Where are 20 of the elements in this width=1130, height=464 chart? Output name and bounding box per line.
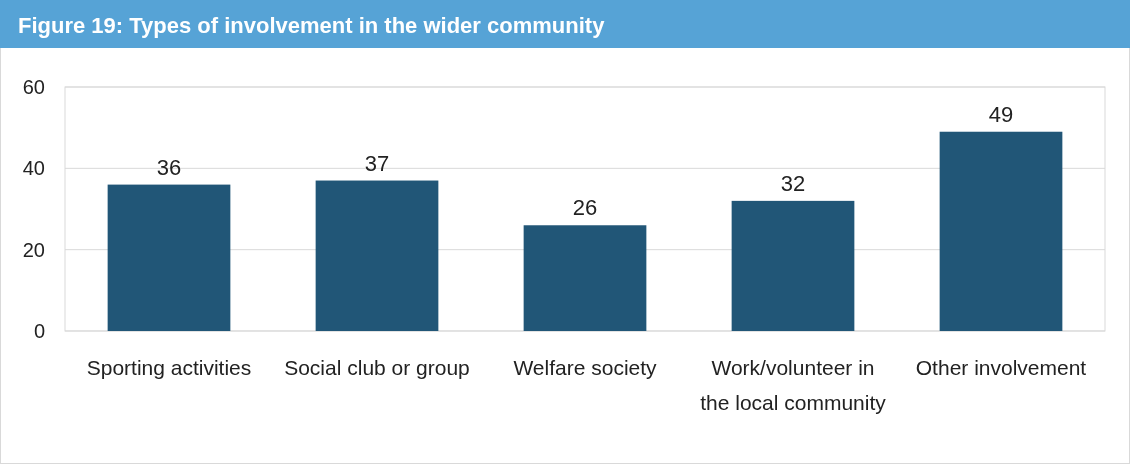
- x-tick-label: Other involvement: [915, 356, 1087, 379]
- bar: [523, 225, 647, 331]
- y-tick-label: 0: [33, 320, 45, 342]
- data-label: 26: [572, 195, 598, 221]
- bar: [315, 180, 439, 331]
- y-tick-label: 40: [22, 157, 45, 180]
- data-label: 49: [988, 101, 1014, 127]
- bar: [731, 200, 855, 331]
- bar: [939, 131, 1063, 331]
- x-tick-label: Sporting activities: [86, 356, 252, 379]
- y-tick-label: 20: [22, 238, 45, 261]
- y-tick-label: 60: [22, 76, 45, 98]
- bar: [107, 184, 231, 331]
- data-label: 36: [156, 154, 182, 180]
- data-label: 32: [780, 170, 806, 196]
- x-tick-label: Work/volunteer in the local community: [700, 356, 887, 414]
- chart-title: Figure 19: Types of involvement in the wider community: [18, 13, 606, 38]
- data-label: 37: [364, 150, 390, 176]
- x-tick-label: Welfare society: [513, 356, 658, 379]
- x-tick-label: Social club or group: [284, 356, 470, 379]
